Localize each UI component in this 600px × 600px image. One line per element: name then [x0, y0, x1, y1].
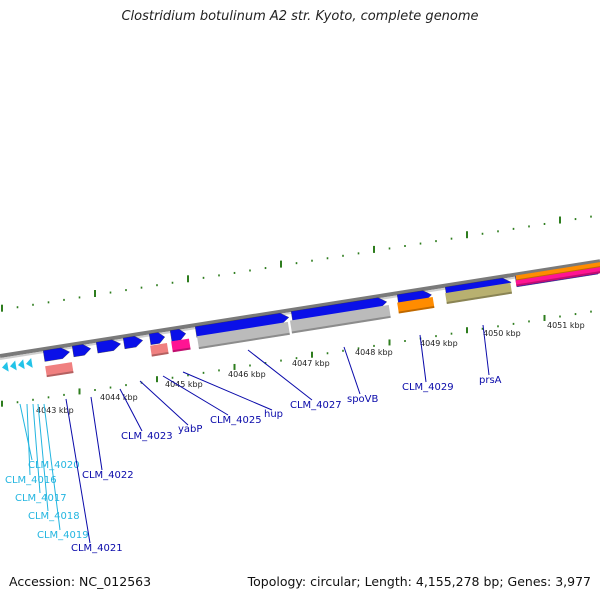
- leader-line: [419, 334, 427, 383]
- magenta-gene: [515, 266, 600, 287]
- forward-gene: [122, 336, 144, 350]
- small-gene: [26, 358, 33, 368]
- olive-gene: [445, 282, 513, 304]
- scale-label: 4048 kbp: [355, 348, 393, 357]
- gene-box-shade: [172, 347, 191, 353]
- pink-gene: [150, 343, 169, 357]
- small-gene: [10, 360, 17, 371]
- gene-box: [196, 321, 290, 350]
- scale-labels: 4043 kbp 4044 kbp 4045 kbp 4046 kbp 4047 kbp…: [36, 321, 585, 415]
- leader-line: [19, 403, 33, 461]
- leader-line: [482, 324, 490, 376]
- scale-label: 4043 kbp: [36, 406, 74, 415]
- gene-box: [171, 338, 191, 353]
- gene-label: CLM_4016: [5, 475, 57, 486]
- scale-label: 4050 kbp: [483, 329, 521, 338]
- tick-marks: [1, 215, 592, 407]
- scale-label: 4047 kbp: [292, 359, 330, 368]
- grey-gene: [289, 304, 391, 334]
- gene-label: CLM_4018: [28, 511, 80, 522]
- small-gene: [18, 359, 25, 370]
- gene-box-shade: [46, 370, 74, 378]
- leader-line: [162, 375, 229, 416]
- genome-title: Clostridium botulinum A2 str. Kyoto, com…: [121, 9, 479, 24]
- orange-gene: [397, 297, 435, 314]
- genome-summary-text: Topology: circular; Length: 4,155,278 bp…: [247, 574, 591, 589]
- scale-label: 4046 kbp: [228, 370, 266, 379]
- gene-label: CLM_4029: [402, 382, 454, 393]
- scale-label: 4049 kbp: [420, 339, 458, 348]
- gene-box: [150, 343, 169, 357]
- forward-gene: [194, 312, 290, 338]
- gene-box-shade: [516, 270, 600, 287]
- gene-labels: CLM_4020 CLM_4016 CLM_4017 CLM_4018 CLM_4019…: [5, 324, 502, 554]
- gene-box: [45, 362, 74, 378]
- gene-box: [289, 304, 391, 334]
- gene-arrow: [194, 312, 290, 338]
- gene-arrow: [26, 358, 33, 368]
- scale-label: 4044 kbp: [100, 393, 138, 402]
- small-gene: [2, 361, 9, 372]
- gene-arrow: [169, 328, 187, 342]
- gene-label: CLM_4023: [121, 431, 173, 442]
- gene-box-shade: [291, 315, 391, 334]
- gene-label: CLM_4019: [37, 530, 89, 541]
- forward-gene: [169, 328, 187, 342]
- leader-line: [182, 371, 273, 411]
- gene-box: [515, 266, 600, 287]
- gene-label: CLM_4025: [210, 415, 262, 426]
- gene-box: [515, 261, 600, 282]
- scale-label: 4045 kbp: [165, 380, 203, 389]
- gene-box: [397, 297, 435, 314]
- magenta-gene: [171, 338, 191, 353]
- gene-box-shade: [398, 305, 435, 314]
- leader-line: [343, 346, 361, 395]
- gene-label: CLM_4017: [15, 493, 67, 504]
- gene-arrow: [95, 339, 121, 354]
- leader-line: [43, 403, 61, 531]
- leader-line: [139, 380, 189, 426]
- gene-arrow: [122, 336, 144, 350]
- gene-box: [445, 282, 513, 304]
- gene-arrow: [18, 359, 25, 370]
- gene-arrow: [10, 360, 17, 371]
- pink-gene: [45, 362, 74, 378]
- gene-box-shade: [446, 291, 513, 304]
- scale-label: 4051 kbp: [547, 321, 585, 330]
- gene-features: [2, 261, 600, 378]
- forward-gene: [71, 344, 92, 358]
- leader-line: [37, 403, 49, 512]
- gene-arrow: [2, 361, 9, 372]
- leader-line: [90, 396, 103, 471]
- leader-line: [26, 403, 31, 476]
- leader-line: [32, 403, 41, 494]
- backbone-line: [0, 259, 600, 358]
- forward-gene: [42, 347, 70, 362]
- gene-box-shade: [151, 351, 169, 357]
- leader-line: [247, 349, 313, 401]
- forward-gene: [148, 332, 166, 345]
- gene-arrow: [148, 332, 166, 345]
- gene-label: CLM_4021: [71, 543, 123, 554]
- gene-label: CLM_4022: [82, 470, 134, 481]
- gene-label: spoVB: [347, 394, 379, 405]
- grey-gene: [196, 321, 290, 350]
- gene-label: yabP: [178, 424, 202, 435]
- leader-line: [65, 398, 91, 544]
- forward-gene: [95, 339, 121, 354]
- leader-line: [119, 388, 143, 432]
- gene-label: prsA: [479, 375, 502, 386]
- gene-box-shade: [198, 332, 290, 350]
- gene-label: CLM_4027: [290, 400, 342, 411]
- gene-arrow: [71, 344, 92, 358]
- gene-label: hup: [264, 409, 283, 420]
- accession-text: Accession: NC_012563: [9, 574, 152, 589]
- gene-label: CLM_4020: [28, 460, 80, 471]
- gene-arrow: [42, 347, 70, 362]
